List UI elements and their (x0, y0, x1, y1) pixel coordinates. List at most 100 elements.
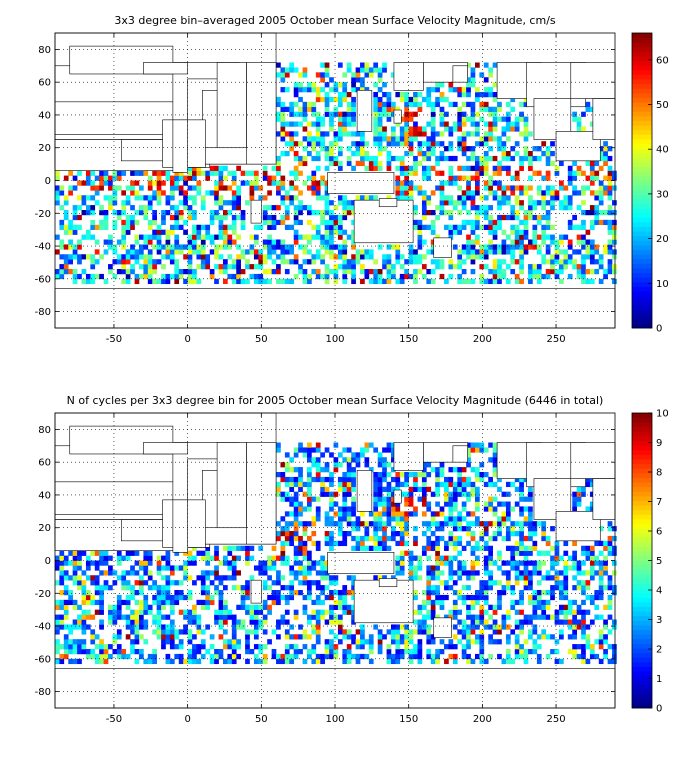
heatmap-cell (430, 210, 436, 216)
heatmap-cell (346, 264, 352, 270)
x-tick-label: 150 (399, 334, 418, 345)
heatmap-cell (342, 501, 348, 507)
heatmap-cell (386, 136, 392, 142)
heatmap-cell (165, 273, 171, 280)
heatmap-cell (187, 273, 193, 280)
heatmap-cell (470, 200, 476, 206)
heatmap-cell (72, 649, 78, 655)
heatmap-cell (435, 555, 440, 561)
heatmap-cell (298, 190, 303, 196)
heatmap-cell (293, 555, 299, 561)
heatmap-cell (589, 249, 595, 255)
heatmap-cell (187, 170, 193, 176)
heatmap-cell (452, 590, 458, 596)
heatmap-cell (594, 604, 600, 610)
heatmap-cell (488, 155, 493, 162)
heatmap-cell (245, 545, 250, 551)
heatmap-cell (169, 634, 175, 640)
heatmap-cell (134, 219, 140, 226)
heatmap-cell (311, 560, 317, 566)
heatmap-cell (563, 594, 569, 601)
heatmap-cell (426, 92, 432, 98)
heatmap-cell (320, 116, 325, 122)
heatmap-cell (576, 205, 582, 211)
heatmap-cell (302, 205, 308, 211)
heatmap-cell (567, 165, 573, 171)
heatmap-cell (346, 634, 352, 640)
heatmap-cell (99, 639, 104, 645)
heatmap-cell (612, 224, 617, 230)
heatmap-cell (324, 239, 330, 245)
heatmap-cell (488, 501, 493, 507)
heatmap-cell (209, 634, 215, 640)
heatmap-cell (501, 570, 507, 576)
heatmap-cell (457, 121, 463, 127)
heatmap-cell (165, 585, 171, 591)
heatmap-cell (497, 604, 502, 610)
heatmap-cell (435, 234, 440, 240)
heatmap-cell (501, 249, 507, 255)
heatmap-cell (382, 535, 387, 542)
heatmap-cell (594, 594, 600, 601)
heatmap-cell (452, 486, 458, 492)
heatmap-cell (209, 190, 215, 196)
heatmap-cell (214, 244, 219, 250)
heatmap-cell (99, 170, 104, 176)
heatmap-cell (302, 658, 308, 665)
colorbar-segment (632, 426, 652, 432)
heatmap-cell (594, 540, 600, 547)
heatmap-cell (421, 629, 427, 635)
heatmap-cell (223, 165, 228, 171)
heatmap-cell (245, 278, 250, 285)
heatmap-cell (355, 151, 361, 157)
heatmap-cell (116, 210, 122, 216)
heatmap-cell (183, 269, 188, 275)
heatmap-cell (121, 170, 127, 176)
heatmap-cell (536, 200, 542, 206)
heatmap-cell (311, 531, 317, 537)
heatmap-cell (346, 106, 352, 112)
heatmap-cell (280, 496, 286, 502)
heatmap-cell (139, 624, 144, 630)
heatmap-cell (293, 210, 299, 216)
heatmap-cell (315, 619, 321, 625)
heatmap-cell (483, 560, 489, 566)
heatmap-cell (497, 224, 502, 230)
heatmap-cell (116, 629, 122, 635)
heatmap-cell (382, 526, 387, 532)
heatmap-cell (94, 634, 100, 640)
heatmap-cell (103, 560, 109, 566)
velocity-landmask (54, 32, 616, 329)
heatmap-cell (139, 653, 144, 660)
heatmap-cell (395, 190, 401, 196)
heatmap-cell (134, 639, 140, 645)
heatmap-cell (598, 575, 604, 581)
heatmap-cell (612, 170, 617, 176)
heatmap-cell (413, 644, 418, 650)
heatmap-cell (514, 565, 520, 571)
heatmap-cell (461, 634, 467, 640)
heatmap-cell (519, 160, 524, 167)
heatmap-cell (386, 195, 392, 201)
heatmap-cell (276, 590, 281, 596)
heatmap-cell (461, 476, 467, 483)
heatmap-cell (183, 175, 188, 181)
heatmap-cell (293, 155, 299, 162)
heatmap-cell (342, 506, 348, 512)
heatmap-cell (351, 200, 356, 206)
heatmap-cell (337, 111, 343, 117)
heatmap-cell (231, 180, 237, 186)
heatmap-cell (289, 467, 295, 473)
heatmap-cell (240, 210, 246, 216)
heatmap-cell (470, 560, 476, 566)
heatmap-cell (293, 609, 299, 615)
heatmap-cell (311, 87, 317, 93)
heatmap-cell (307, 649, 312, 655)
heatmap-cell (563, 249, 569, 255)
heatmap-cell (351, 87, 356, 93)
heatmap-cell (444, 210, 449, 216)
heatmap-cell (227, 239, 233, 245)
heatmap-cell (276, 96, 281, 103)
heatmap-cell (59, 565, 65, 571)
heatmap-cell (280, 126, 286, 132)
